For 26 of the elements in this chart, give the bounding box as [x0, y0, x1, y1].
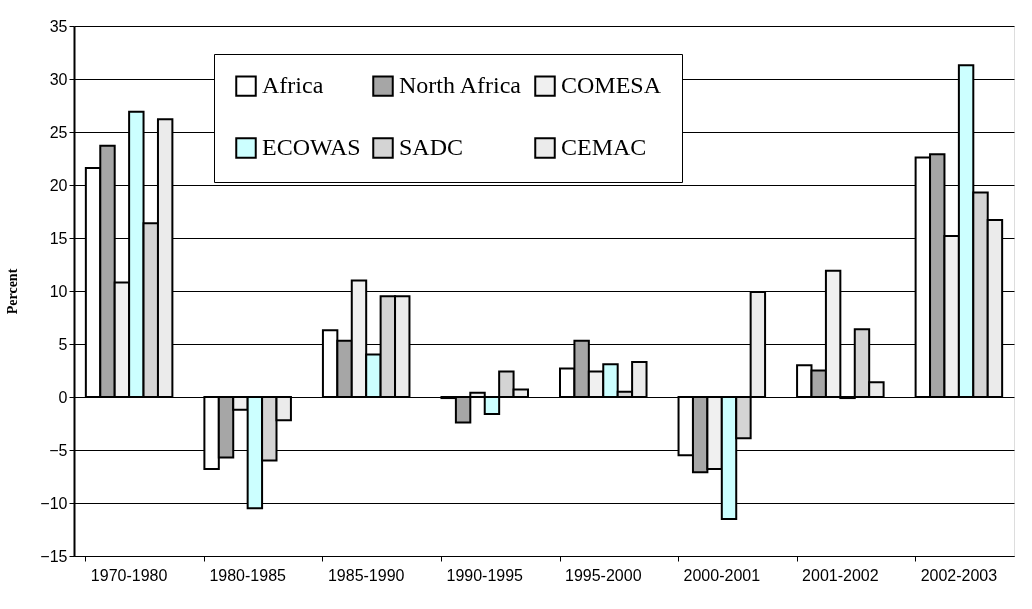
- y-tick-label: 30: [49, 70, 68, 88]
- y-tick-label: 35: [49, 17, 68, 35]
- x-tick-label: 1980-1985: [209, 566, 287, 584]
- legend-label: SADC: [399, 134, 464, 160]
- y-tick-label: 10: [49, 282, 68, 300]
- y-tick-label: −15: [40, 547, 68, 565]
- legend-label: North Africa: [399, 72, 522, 99]
- legend-label: COMESA: [561, 72, 662, 99]
- y-tick-label: 5: [58, 335, 68, 353]
- x-tick-label: 2000-2001: [683, 566, 761, 584]
- legend-label: CEMAC: [561, 134, 647, 160]
- y-tick-label: −10: [40, 494, 68, 512]
- x-tick-label: 1995-2000: [565, 566, 642, 584]
- y-tick-label: 0: [58, 388, 68, 406]
- y-axis-title: Percent: [5, 268, 21, 315]
- y-tick-label: 25: [49, 123, 68, 141]
- y-tick-label: 15: [49, 229, 68, 247]
- x-tick-label: 2002-2003: [920, 566, 998, 584]
- x-tick-label: 2001-2002: [802, 566, 879, 584]
- x-tick-label: 1970-1980: [90, 566, 168, 584]
- legend-label: Africa: [262, 72, 324, 99]
- y-tick-label: −5: [49, 441, 68, 459]
- x-tick-label: 1985-1990: [327, 566, 405, 584]
- y-tick-label: 20: [49, 176, 68, 194]
- legend-label: ECOWAS: [262, 134, 361, 160]
- x-tick-label: 1990-1995: [446, 566, 524, 584]
